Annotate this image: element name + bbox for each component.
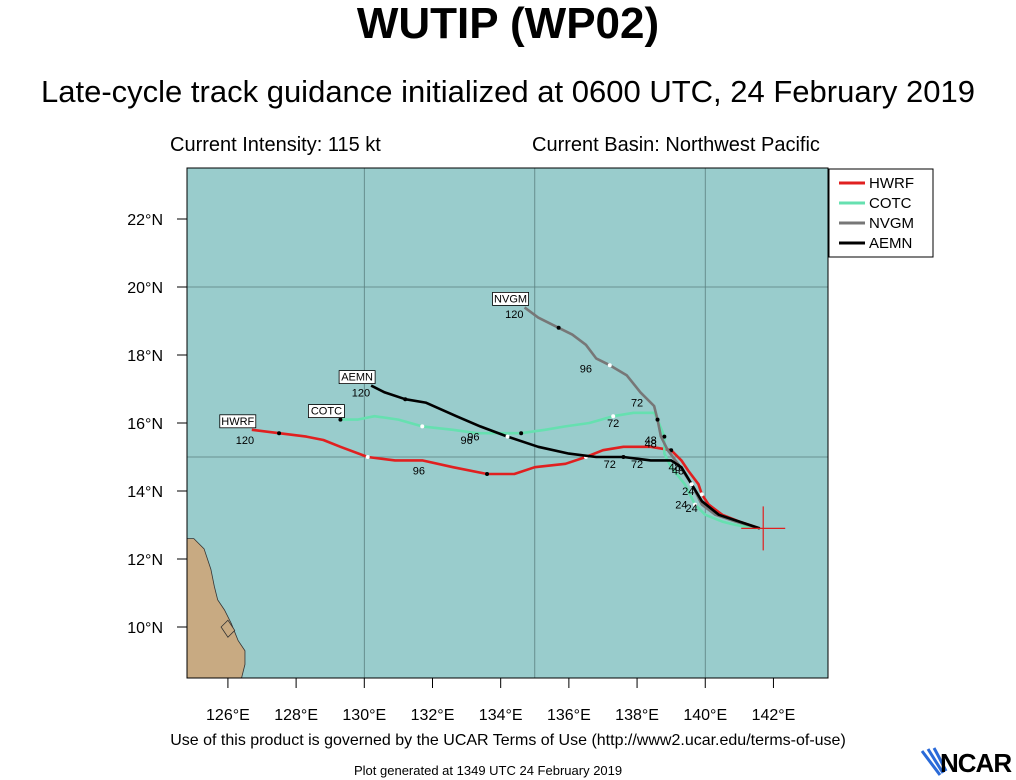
end-label-hwrf: HWRF <box>221 416 254 428</box>
track-point-hwrf <box>277 431 282 436</box>
y-tick-label-18: 18°N <box>127 348 163 365</box>
ncar-logo-text: NCAR <box>940 748 1012 778</box>
forecast-hour-label-cotc: 72 <box>607 418 619 430</box>
current-basin-label: Current Basin: Northwest Pacific <box>532 134 820 156</box>
forecast-hour-label-cotc: 48 <box>645 438 657 450</box>
track-line-aemn <box>370 384 761 530</box>
track-point-hwrf <box>485 472 490 476</box>
track-point-cotc <box>693 502 698 507</box>
forecast-hour-label-nvgm: 48 <box>645 435 657 447</box>
track-point-cotc <box>611 414 616 419</box>
land-polygon-0 <box>187 538 246 678</box>
forecast-hour-label-hwrf: 24 <box>675 500 687 512</box>
track-line-nvgm <box>523 306 761 530</box>
y-tick-label-14: 14°N <box>127 484 163 501</box>
track-point-aemn <box>689 482 694 487</box>
track-point-cotc <box>338 417 343 422</box>
track-point-hwrf <box>669 448 674 453</box>
track-point-nvgm <box>655 417 660 422</box>
x-tick-label-130: 130°E <box>342 707 386 724</box>
track-point-hwrf <box>365 455 370 459</box>
track-point-hwrf <box>699 492 704 497</box>
x-tick-label-134: 134°E <box>479 707 523 724</box>
track-point-cotc <box>420 424 425 429</box>
track-point-aemn <box>621 455 626 459</box>
forecast-hour-label-hwrf: 48 <box>668 462 680 474</box>
track-point-aemn <box>403 397 408 402</box>
forecast-hour-label-aemn: 96 <box>467 432 479 444</box>
track-point-cotc <box>519 431 524 436</box>
x-tick-label-142: 142°E <box>752 707 796 724</box>
chart-title: WUTIP (WP02) <box>356 0 660 48</box>
legend-label-aemn: AEMN <box>869 235 912 252</box>
end-label-cotc: COTC <box>311 406 342 418</box>
track-point-cotc <box>662 434 667 439</box>
y-tick-label-16: 16°N <box>127 416 163 433</box>
forecast-hour-label-cotc: 24 <box>682 486 694 498</box>
forecast-hour-label-hwrf: 120 <box>236 435 254 447</box>
legend-label-nvgm: NVGM <box>869 215 914 232</box>
legend-label-cotc: COTC <box>869 195 912 212</box>
ocean-background <box>187 168 828 678</box>
y-tick-label-22: 22°N <box>127 212 163 229</box>
y-tick-label-10: 10°N <box>127 620 163 637</box>
forecast-hour-label-cotc: 96 <box>460 435 472 447</box>
x-tick-label-138: 138°E <box>615 707 659 724</box>
plot-generated-text: Plot generated at 1349 UTC 24 February 2… <box>354 763 623 778</box>
y-tick-label-20: 20°N <box>127 280 163 297</box>
end-label-aemn: AEMN <box>341 372 373 384</box>
x-tick-label-136: 136°E <box>547 707 591 724</box>
forecast-hour-label-hwrf: 72 <box>604 459 616 471</box>
land-polygon-1 <box>220 619 236 638</box>
x-tick-label-132: 132°E <box>411 707 455 724</box>
forecast-hour-label-aemn: 120 <box>352 387 370 399</box>
x-tick-label-126: 126°E <box>206 707 250 724</box>
terms-of-use-text: Use of this product is governed by the U… <box>170 732 846 749</box>
current-intensity-label: Current Intensity: 115 kt <box>170 134 381 156</box>
ncar-logo-icon <box>920 747 948 776</box>
x-tick-label-140: 140°E <box>683 707 727 724</box>
end-label-box-hwrf <box>219 414 257 429</box>
track-point-nvgm <box>607 363 612 368</box>
track-point-aemn <box>505 434 510 439</box>
forecast-hour-label-aemn: 48 <box>672 466 684 478</box>
end-label-box-nvgm <box>492 291 529 306</box>
end-label-box-cotc <box>308 404 345 419</box>
forecast-hour-label-aemn: 72 <box>631 459 643 471</box>
x-tick-label-128: 128°E <box>274 707 318 724</box>
track-point-nvgm <box>556 325 561 330</box>
forecast-hour-label-aemn: 24 <box>685 503 697 515</box>
forecast-hour-label-hwrf: 96 <box>413 466 425 478</box>
end-label-nvgm: NVGM <box>494 293 527 305</box>
end-label-box-aemn <box>338 370 376 385</box>
forecast-hour-label-nvgm: 120 <box>505 309 523 321</box>
legend-label-hwrf: HWRF <box>869 175 914 192</box>
chart-subtitle: Late-cycle track guidance initialized at… <box>41 74 975 109</box>
forecast-hour-label-nvgm: 72 <box>631 398 643 410</box>
y-tick-label-12: 12°N <box>127 552 163 569</box>
forecast-hour-label-nvgm: 96 <box>580 364 592 376</box>
